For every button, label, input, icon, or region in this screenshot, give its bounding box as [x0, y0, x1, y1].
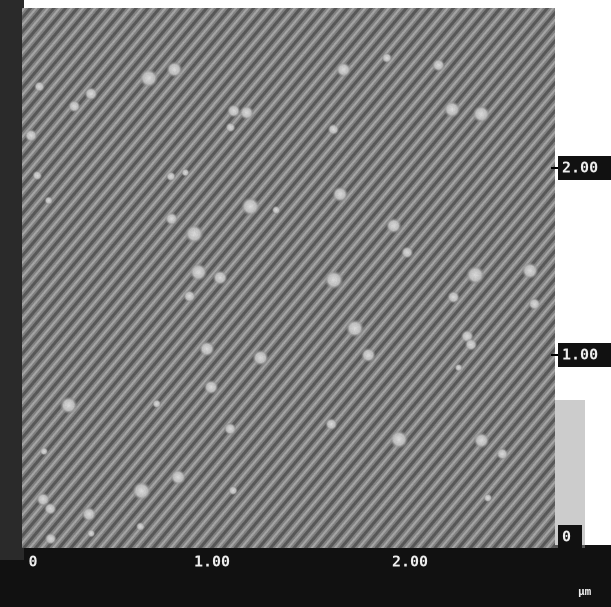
particle [185, 224, 204, 243]
particle [241, 197, 261, 217]
y-tick-label: 2.00 [562, 159, 598, 177]
particle [36, 492, 50, 506]
particle [44, 196, 53, 205]
particle [204, 380, 219, 395]
afm-image [22, 8, 555, 548]
particle [496, 448, 508, 460]
particle [455, 364, 463, 372]
particle [87, 529, 95, 537]
particle [212, 270, 227, 285]
particle [239, 105, 254, 120]
particle [336, 62, 352, 78]
particle [199, 341, 215, 357]
particle [473, 432, 489, 448]
particle [390, 430, 409, 449]
particle [32, 170, 42, 180]
particle [228, 486, 238, 496]
particle [447, 291, 460, 304]
particle [324, 270, 344, 290]
particle [225, 122, 235, 132]
particle [528, 298, 541, 311]
particle [40, 447, 48, 455]
particle [483, 494, 492, 503]
particle [382, 53, 393, 64]
particle [34, 81, 45, 92]
particle [443, 101, 460, 118]
particle [24, 129, 37, 142]
x-tick-label: 1.00 [194, 553, 230, 571]
particle [139, 69, 158, 88]
bottom-frame [0, 545, 611, 607]
particle [224, 423, 237, 436]
particle [465, 338, 478, 351]
unit-label: μm [578, 585, 592, 598]
particle [84, 87, 98, 101]
particle [325, 418, 338, 431]
particle [346, 319, 365, 338]
particle [328, 124, 340, 136]
particle [472, 105, 490, 123]
particle [189, 263, 207, 281]
particle [166, 171, 176, 181]
particle [227, 104, 241, 118]
particle [60, 396, 78, 414]
particle [183, 290, 196, 303]
particle [132, 481, 151, 500]
afm-figure: 0 1.00 2.00 0 1.00 2.00 μm [0, 0, 611, 607]
x-tick-label: 0 [28, 553, 37, 571]
particle [332, 186, 348, 202]
particle [181, 168, 189, 176]
particle [68, 100, 81, 113]
particle [136, 522, 145, 531]
particle [521, 262, 538, 279]
x-tick-label: 2.00 [392, 553, 428, 571]
y-tick-label: 1.00 [562, 346, 598, 364]
particle [166, 61, 183, 78]
particle [401, 246, 414, 259]
particle [386, 218, 402, 234]
particle [432, 59, 445, 72]
particle [252, 349, 269, 366]
particle [82, 507, 97, 522]
particle [466, 265, 485, 284]
particle [272, 206, 281, 215]
page: 0 1.00 2.00 0 1.00 2.00 μm (() => { cons… [0, 0, 611, 607]
left-frame [0, 0, 24, 560]
particle [361, 347, 376, 362]
particle [170, 469, 186, 485]
particle [45, 533, 57, 545]
particle [152, 399, 161, 408]
particle [165, 212, 178, 225]
y-tick-label: 0 [562, 528, 571, 546]
